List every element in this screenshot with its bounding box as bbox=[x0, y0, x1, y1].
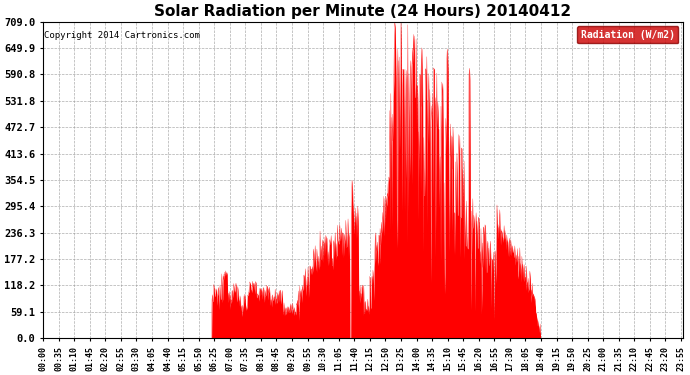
Text: Copyright 2014 Cartronics.com: Copyright 2014 Cartronics.com bbox=[43, 31, 199, 40]
Legend: Radiation (W/m2): Radiation (W/m2) bbox=[577, 26, 678, 44]
Title: Solar Radiation per Minute (24 Hours) 20140412: Solar Radiation per Minute (24 Hours) 20… bbox=[155, 4, 571, 19]
